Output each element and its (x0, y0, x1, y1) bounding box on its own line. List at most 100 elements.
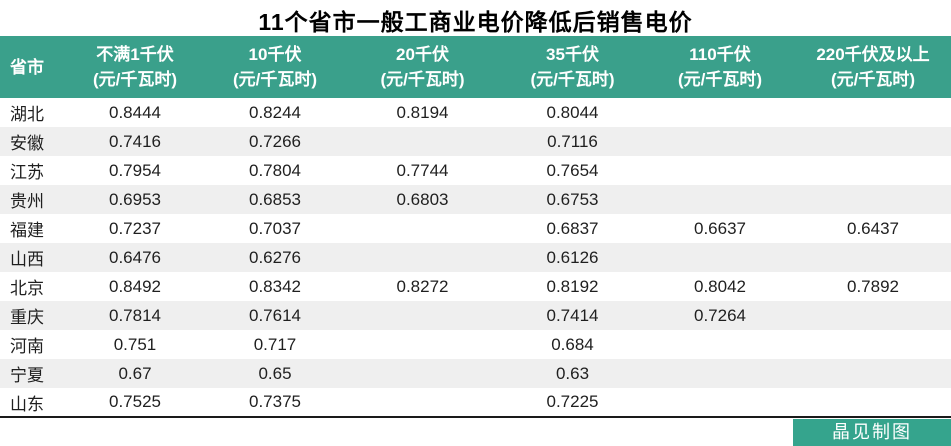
cell-value: 0.7414 (546, 305, 599, 325)
cell-value: 0.8192 (546, 276, 599, 296)
cell-province: 宁夏 (10, 366, 44, 385)
table-row: 贵州 0.6953 0.6853 0.6803 0.6753 (0, 185, 951, 214)
cell-value (345, 388, 500, 417)
cell-value: 0.7416 (109, 131, 161, 151)
column-header-kv10: 10千伏 (元/千瓦时) (205, 36, 345, 98)
table-row: 福建 0.7237 0.7037 0.6837 0.6637 0.6437 (0, 214, 951, 243)
cell-value: 0.7744 (396, 160, 449, 180)
table-row: 重庆 0.7814 0.7614 0.7414 0.7264 (0, 301, 951, 330)
cell-value: 0.6953 (109, 189, 161, 209)
page-title: 11个省市一般工商业电价降低后销售电价 (258, 9, 693, 35)
cell-value: 0.7654 (546, 160, 599, 180)
column-header-unit: (元/千瓦时) (677, 70, 763, 89)
column-header-label: 35千伏 (546, 45, 599, 64)
cell-value (795, 359, 951, 388)
table-row: 湖北 0.8444 0.8244 0.8194 0.8044 (0, 98, 951, 127)
cell-value: 0.684 (551, 334, 594, 354)
cell-value (645, 330, 795, 359)
cell-province: 河南 (10, 337, 44, 356)
cell-value: 0.6126 (546, 247, 599, 267)
cell-value (645, 156, 795, 185)
column-header-unit: (元/千瓦时) (830, 70, 916, 89)
cell-value (795, 185, 951, 214)
cell-value (645, 127, 795, 156)
cell-value (345, 301, 500, 330)
cell-value: 0.751 (113, 334, 157, 354)
cell-value: 0.7804 (249, 160, 301, 180)
table-row: 宁夏 0.67 0.65 0.63 (0, 359, 951, 388)
cell-value (345, 127, 500, 156)
cell-value: 0.8194 (396, 102, 449, 122)
table-row: 河南 0.751 0.717 0.684 (0, 330, 951, 359)
cell-value: 0.7525 (109, 392, 161, 411)
cell-value (645, 388, 795, 417)
cell-value (345, 330, 500, 359)
price-table: 省市 不满1千伏 (元/千瓦时) 10千伏 (元/千瓦时) 20千伏 (元/千瓦时) 35千伏… (0, 36, 951, 418)
cell-value (345, 214, 500, 243)
cell-value: 0.6853 (249, 189, 301, 209)
cell-value: 0.6753 (546, 189, 599, 209)
cell-value: 0.7954 (109, 160, 161, 180)
cell-value: 0.6837 (546, 218, 599, 238)
table-row: 北京 0.8492 0.8342 0.8272 0.8192 0.8042 0.7892 (0, 272, 951, 301)
cell-value: 0.7814 (109, 305, 161, 325)
cell-value (645, 98, 795, 127)
cell-value: 0.7116 (547, 131, 598, 151)
table-row: 江苏 0.7954 0.7804 0.7744 0.7654 (0, 156, 951, 185)
cell-value (795, 127, 951, 156)
cell-value: 0.6476 (109, 247, 161, 267)
cell-value (645, 185, 795, 214)
cell-value: 0.63 (555, 363, 590, 383)
table-row: 山西 0.6476 0.6276 0.6126 (0, 243, 951, 272)
cell-value: 0.6637 (694, 218, 746, 238)
table-row: 安徽 0.7416 0.7266 0.7116 (0, 127, 951, 156)
cell-value (345, 359, 500, 388)
cell-value (345, 243, 500, 272)
cell-value: 0.8272 (396, 276, 449, 296)
cell-province: 安徽 (10, 134, 44, 153)
table-body: 湖北 0.8444 0.8244 0.8194 0.8044 安徽 0.7416 0.7266… (0, 98, 951, 417)
cell-value (795, 98, 951, 127)
column-header-label: 220千伏及以上 (816, 45, 930, 64)
column-header-label: 110千伏 (689, 45, 751, 64)
column-header-province: 省市 (0, 36, 65, 98)
cell-value: 0.67 (118, 363, 152, 383)
cell-value: 0.7375 (249, 392, 301, 411)
column-header-kv35: 35千伏 (元/千瓦时) (500, 36, 645, 98)
column-header-unit: (元/千瓦时) (232, 70, 318, 89)
cell-value: 0.7037 (249, 218, 301, 238)
cell-province: 福建 (10, 221, 44, 240)
cell-province: 江苏 (10, 163, 44, 182)
cell-value: 0.7266 (249, 131, 301, 151)
cell-value (645, 359, 795, 388)
column-header-label: 不满1千伏 (96, 45, 174, 64)
cell-province: 湖北 (10, 105, 44, 124)
cell-value: 0.6276 (249, 247, 301, 267)
cell-value: 0.65 (258, 363, 292, 383)
credit-badge: 晶见制图 (793, 419, 951, 446)
cell-value: 0.6437 (847, 218, 899, 238)
column-header-kv110: 110千伏 (元/千瓦时) (645, 36, 795, 98)
column-header-lt1kv: 不满1千伏 (元/千瓦时) (65, 36, 205, 98)
cell-province: 重庆 (10, 308, 44, 327)
cell-value: 0.8042 (694, 276, 746, 296)
cell-value: 0.8342 (249, 276, 301, 296)
column-header-label: 10千伏 (248, 45, 302, 64)
cell-value: 0.8444 (109, 102, 161, 122)
column-header-kv220: 220千伏及以上 (元/千瓦时) (795, 36, 951, 98)
cell-value: 0.7614 (249, 305, 301, 325)
cell-province: 北京 (10, 279, 44, 298)
column-header-unit: (元/千瓦时) (530, 70, 615, 89)
cell-value (795, 243, 951, 272)
cell-value: 0.8044 (546, 102, 599, 122)
cell-value: 0.8244 (249, 102, 301, 122)
cell-value: 0.8492 (109, 276, 161, 296)
cell-value: 0.6803 (396, 189, 449, 209)
cell-value: 0.7892 (847, 276, 899, 296)
column-header-unit: (元/千瓦时) (92, 70, 178, 89)
cell-province: 山西 (10, 250, 44, 269)
header-row: 省市 不满1千伏 (元/千瓦时) 10千伏 (元/千瓦时) 20千伏 (元/千瓦时) 35千伏… (0, 36, 951, 98)
cell-value (645, 243, 795, 272)
column-header-unit: (元/千瓦时) (380, 70, 465, 89)
cell-value (795, 330, 951, 359)
